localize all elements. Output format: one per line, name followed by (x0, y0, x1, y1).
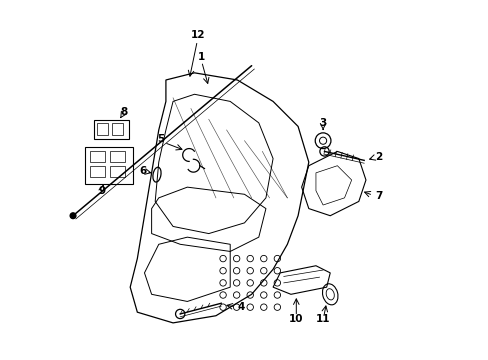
Text: 4: 4 (237, 302, 244, 312)
Text: 1: 1 (198, 52, 205, 62)
Text: 3: 3 (319, 118, 326, 128)
Text: 10: 10 (288, 314, 303, 324)
Text: 7: 7 (374, 191, 381, 201)
Text: 12: 12 (190, 30, 205, 40)
Text: 9: 9 (98, 186, 105, 196)
Text: 8: 8 (120, 107, 127, 117)
Text: 11: 11 (315, 314, 330, 324)
Text: 5: 5 (157, 134, 164, 144)
Text: 2: 2 (374, 152, 381, 162)
Circle shape (70, 213, 76, 219)
Text: 6: 6 (139, 166, 146, 176)
